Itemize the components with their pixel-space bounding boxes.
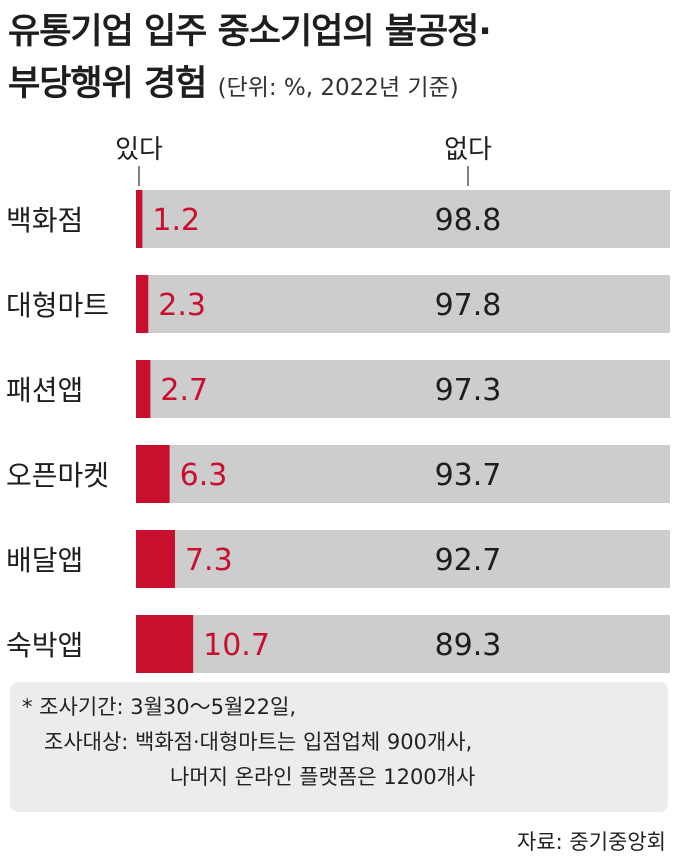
- data-label-no: 92.7: [435, 543, 502, 578]
- footnote-line-3: 나머지 온라인 플랫폼은 1200개사: [170, 765, 476, 789]
- data-label-yes: 7.3: [185, 543, 233, 578]
- bar-no: [136, 530, 670, 588]
- footnote-line-2: 조사대상: 백화점·대형마트는 입점업체 900개사,: [44, 730, 473, 754]
- footnote-box: * 조사기간: 3월30～5월22일, 조사대상: 백화점·대형마트는 입점업체…: [10, 682, 668, 812]
- bar-yes: [136, 275, 149, 333]
- unit-note: (단위: %, 2022년 기준): [217, 75, 459, 101]
- data-label-no: 89.3: [435, 628, 502, 663]
- data-label-yes: 1.2: [152, 203, 200, 238]
- category-label: 백화점: [6, 204, 83, 237]
- data-label-yes: 2.7: [160, 373, 208, 408]
- footnote-line-1: * 조사기간: 3월30～5월22일,: [22, 695, 297, 719]
- data-label-no: 97.8: [435, 288, 502, 323]
- bar-no: [136, 275, 670, 333]
- category-label: 배달앱: [6, 544, 83, 577]
- data-label-no: 93.7: [435, 458, 502, 493]
- bar-yes: [136, 360, 151, 418]
- category-label: 숙박앱: [6, 629, 83, 662]
- category-label: 대형마트: [6, 289, 109, 322]
- title-line-1: 유통기업 입주 중소기업의 불공정·: [8, 12, 492, 52]
- bar-yes: [136, 530, 175, 588]
- data-label-yes: 10.7: [203, 628, 270, 663]
- data-label-no: 97.3: [435, 373, 502, 408]
- legend-label-no: 없다: [444, 135, 492, 165]
- bar-yes: [136, 445, 170, 503]
- data-label-yes: 6.3: [180, 458, 228, 493]
- bar-no: [136, 360, 670, 418]
- legend-label-yes: 있다: [115, 135, 163, 165]
- data-label-no: 98.8: [435, 203, 502, 238]
- title-line-2: 부당행위 경험 (단위: %, 2022년 기준): [8, 58, 668, 114]
- bar-yes: [136, 190, 143, 248]
- source-note: 자료: 중기중앙회: [517, 830, 666, 854]
- data-label-yes: 2.3: [158, 288, 206, 323]
- bar-yes: [136, 615, 194, 673]
- title-line-2-text: 부당행위 경험: [8, 64, 207, 104]
- bar-no: [136, 190, 670, 248]
- category-label: 오픈마켓: [6, 459, 109, 492]
- bar-no: [136, 445, 670, 503]
- category-label: 패션앱: [6, 374, 83, 407]
- chart-title: 유통기업 입주 중소기업의 불공정· 부당행위 경험 (단위: %, 2022년…: [8, 6, 668, 114]
- bar-no: [136, 615, 670, 673]
